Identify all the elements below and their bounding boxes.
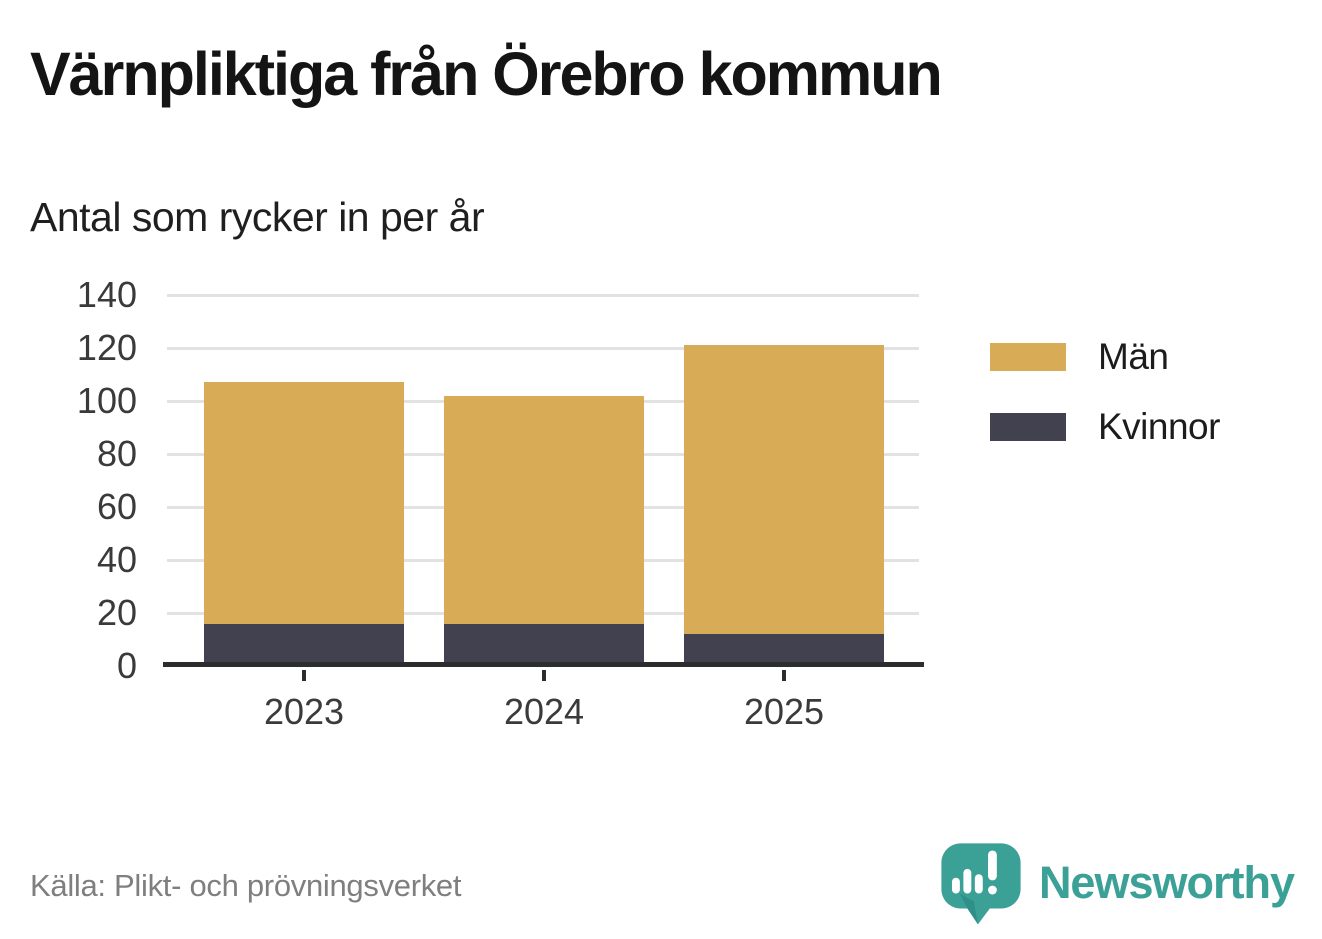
- gridline: [167, 346, 919, 350]
- newsworthy-logo: Newsworthy: [937, 839, 1295, 927]
- newsworthy-wordmark: Newsworthy: [1038, 857, 1295, 908]
- y-axis-tick-label: 0: [116, 645, 137, 686]
- x-axis-tick-label: 2024: [503, 691, 585, 732]
- y-axis-tick-label: 120: [76, 327, 137, 368]
- chart-subtitle: Antal som rycker in per år: [30, 194, 485, 240]
- y-axis-tick-label: 40: [96, 539, 137, 580]
- newsworthy-speech-bubble-icon: [941, 843, 1021, 925]
- legend-label-kvinnor: Kvinnor: [1098, 406, 1220, 447]
- bar-segment-2025-kvinnor: [684, 634, 884, 666]
- legend-label-man: Män: [1098, 336, 1169, 377]
- gridline: [167, 293, 919, 297]
- logo-bar-3: [974, 874, 983, 894]
- bar-segment-2024-kvinnor: [444, 623, 644, 666]
- logo-bar-1: [951, 877, 960, 894]
- legend-swatch-man: [990, 343, 1066, 371]
- x-axis-tick-label: 2023: [263, 691, 345, 732]
- legend: Män Kvinnor: [990, 336, 1220, 476]
- logo-exclamation-dot: [987, 885, 997, 895]
- x-axis-tick-label: 2025: [743, 691, 825, 732]
- legend-item-kvinnor: Kvinnor: [990, 406, 1220, 448]
- x-axis-tick: [542, 670, 546, 681]
- chart-title: Värnpliktiga från Örebro kommun: [30, 40, 943, 108]
- x-axis-line: [163, 662, 924, 667]
- y-axis-tick-label: 20: [96, 592, 137, 633]
- x-axis-tick: [782, 670, 786, 681]
- source-text: Källa: Plikt- och prövningsverket: [30, 868, 462, 903]
- x-axis-tick: [302, 670, 306, 681]
- legend-swatch-kvinnor: [990, 413, 1066, 441]
- logo-bar-2: [963, 868, 972, 894]
- bar-segment-2025-män: [684, 345, 884, 635]
- y-axis-tick-label: 140: [76, 274, 137, 315]
- logo-exclamation-bar: [987, 850, 997, 881]
- y-axis-tick-label: 60: [96, 486, 137, 527]
- y-axis-tick-label: 80: [96, 433, 137, 474]
- bar-segment-2023-män: [204, 382, 404, 624]
- bar-segment-2023-kvinnor: [204, 623, 404, 666]
- y-axis-tick-label: 100: [76, 380, 137, 421]
- bar-segment-2024-män: [444, 395, 644, 624]
- legend-item-man: Män: [990, 336, 1220, 378]
- plot-area: 0 20 40 60 80 100 120 140 2023 2024 2025: [77, 274, 924, 732]
